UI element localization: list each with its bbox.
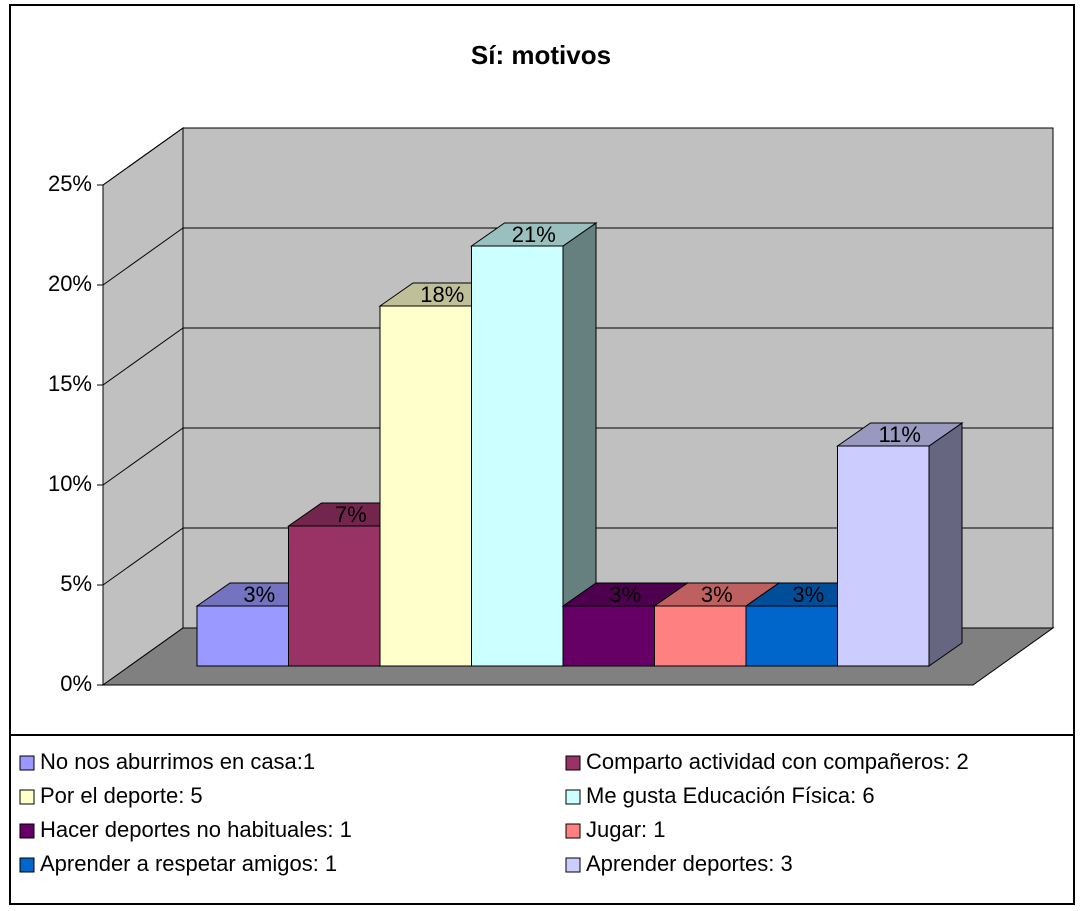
bar [379,305,472,667]
y-tick-label: 0% [60,671,92,696]
legend-label: Por el deporte: 5 [40,783,203,808]
y-tick-label: 15% [48,371,92,396]
grid-line [102,327,184,386]
legend-swatch [565,823,581,839]
y-tick-label: 20% [48,271,92,296]
legend-swatch [565,857,581,873]
legend-label: Hacer deportes no habituales: 1 [40,817,352,842]
grid-line [102,427,184,486]
data-label: 3% [701,582,733,607]
legend-swatch [565,755,581,771]
bar [654,605,747,667]
bar [471,245,564,667]
legend-swatch [19,857,35,873]
legend-swatch [19,755,35,771]
legend-label: Jugar: 1 [586,817,666,842]
bar [745,605,838,667]
y-tick-label: 10% [48,471,92,496]
bar [288,525,381,667]
legend-label: Aprender deportes: 3 [586,851,793,876]
chart-title: Sí: motivos [471,40,611,70]
legend-box [9,734,1075,905]
data-label: 18% [420,282,464,307]
data-label: 3% [792,582,824,607]
legend-label: Aprender a respetar amigos: 1 [40,851,337,876]
data-label: 7% [335,502,367,527]
y-tick-label: 25% [48,171,92,196]
side-wall [102,127,184,686]
data-label: 3% [243,582,275,607]
legend-swatch [19,823,35,839]
bar-side [928,422,963,667]
y-tick-label: 5% [60,571,92,596]
legend-label: No nos aburrimos en casa:1 [40,749,315,774]
grid-line [102,127,184,186]
grid-line [102,527,184,586]
data-label: 11% [879,422,921,447]
bar [837,445,930,667]
data-label: 21% [512,222,556,247]
legend-label: Comparto actividad con compañeros: 2 [586,749,969,774]
grid-line [102,227,184,286]
bar [562,605,655,667]
data-label: 3% [609,582,641,607]
legend-label: Me gusta Educación Física: 6 [586,783,875,808]
legend-swatch [19,789,35,805]
legend-swatch [565,789,581,805]
bar [196,605,289,667]
